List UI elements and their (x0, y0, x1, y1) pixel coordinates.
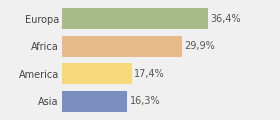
Text: 17,4%: 17,4% (134, 69, 165, 79)
Bar (62, 90, 127, 112)
Bar (62, 36, 182, 57)
Bar (62, 8, 208, 30)
Text: 36,4%: 36,4% (210, 14, 241, 24)
Text: 29,9%: 29,9% (184, 41, 215, 51)
Text: 16,3%: 16,3% (129, 96, 160, 106)
Bar (62, 63, 132, 84)
